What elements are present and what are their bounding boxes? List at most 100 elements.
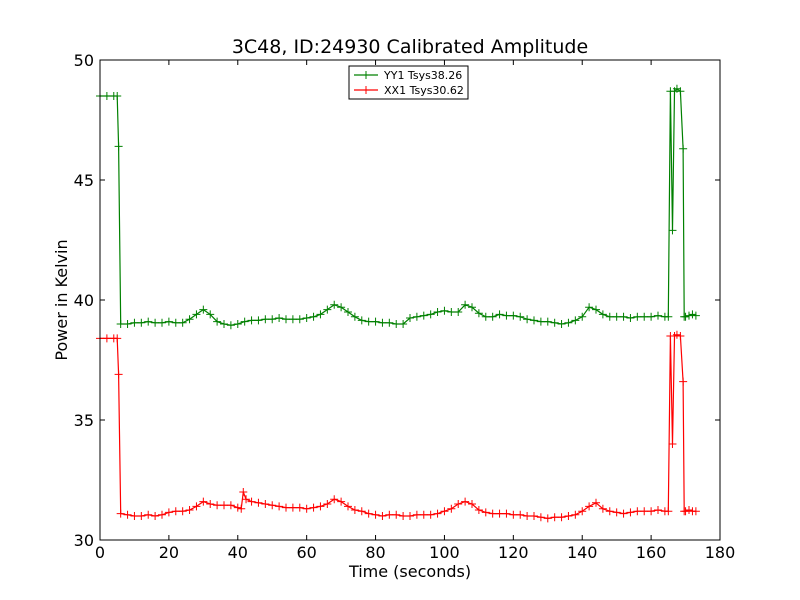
series-1-point-14 [178,507,187,516]
series-0-point-64 [523,315,532,324]
series-0-point-74 [592,305,600,314]
series-1-point-51 [419,510,428,519]
series-0-point-75 [598,310,607,319]
series-1-point-91 [672,330,681,339]
series-0-point-69 [557,320,566,328]
series-1-point-70 [550,513,559,522]
series-1-point-39 [337,497,346,506]
series-0-point-47 [406,314,414,322]
series-0-point-27 [268,315,277,324]
series-0-point-48 [412,312,421,321]
series-1-point-34 [302,504,311,513]
series-0-point-61 [502,311,511,320]
series-0-point-43 [378,318,387,327]
series-1-point-85 [654,506,662,514]
series-1-point-79 [612,508,621,517]
x-tick-label-0: 0 [95,543,105,562]
series-1-point-23 [237,504,246,513]
series-0-point-34 [316,310,325,319]
plot-area: 0 20 40 60 80 100 120 140 160 180 30 35 40 45 50 [74,51,736,562]
series-1-point-38 [330,495,339,504]
series-0-point-35 [323,305,332,314]
series-0-point-49 [419,311,428,320]
series-0-point-18 [206,310,215,319]
legend-entries: YY1 Tsys38.26 XX1 Tsys30.62 [354,69,464,97]
y-tick-label-0: 30 [74,531,94,550]
series-0-point-76 [605,312,614,321]
series-1-point-72 [564,512,573,520]
legend-label-0: YY1 Tsys38.26 [383,69,462,82]
series-1-point-68 [536,513,545,522]
series-0-point-23 [240,317,249,326]
series-0-point-85 [664,312,673,321]
series-1-point-41 [350,506,359,514]
series-1-point-89 [668,440,677,448]
series-1-point-64 [509,510,518,519]
series-1-point-40 [344,502,352,511]
series-1-point-1 [102,334,111,343]
series-0-point-90 [676,87,685,96]
series-1-point-42 [357,507,366,516]
series-0-point-68 [550,318,559,327]
x-axis-title: Time (seconds) [348,562,471,581]
series-0-point-32 [302,314,311,322]
series-0-point-8 [137,318,146,327]
x-tick-label-2: 40 [228,543,248,562]
series-0-point-29 [282,315,290,324]
series-line-1 [100,334,696,520]
series-1-point-5 [116,509,125,518]
series-0-point-56 [468,303,476,312]
series-1-point-27 [254,498,263,507]
series-0-point-93 [681,312,690,321]
series-1-point-9 [144,510,153,519]
series-0-point-1 [102,92,111,100]
series-0-point-59 [488,312,497,321]
x-tick-label-5: 100 [429,543,460,562]
series-0-point-41 [364,317,373,326]
series-1-point-56 [454,500,463,508]
series-0-point-82 [647,312,656,321]
series-1-point-26 [247,497,256,506]
series-1-point-66 [523,512,532,520]
series-0-point-45 [392,320,401,328]
series-1-point-95 [681,507,690,516]
series-1-point-73 [571,510,580,519]
series-0-point-7 [130,318,139,327]
series-1-point-36 [316,502,325,511]
series-0-point-36 [330,300,339,309]
series-0-point-80 [633,312,642,321]
series-0-point-26 [261,315,270,324]
series-0-point-6 [123,320,132,328]
series-1-point-28 [261,500,270,508]
series-0-point-62 [509,311,518,320]
series-0-point-77 [612,312,621,321]
series-1-point-8 [137,512,146,520]
x-tick-label-6: 120 [498,543,529,562]
series-1-point-98 [691,507,700,516]
series-0-point-16 [192,310,201,319]
series-0-point-95 [688,310,697,319]
series-1-point-31 [282,503,290,512]
series-0-point-40 [357,316,366,325]
series-0-point-31 [295,315,304,324]
series-0-point-72 [578,312,587,321]
series-1-point-50 [412,510,421,519]
series-1-point-52 [426,510,435,519]
series-1-point-11 [158,510,166,519]
series-1-point-37 [323,500,332,508]
series-1-point-20 [220,501,228,510]
series-1-point-19 [213,501,222,510]
series-0-point-81 [640,312,649,321]
series-0-point-4 [114,142,123,151]
series-0-point-3 [113,92,122,100]
series-0-point-14 [178,318,187,327]
series-1-point-53 [433,509,442,518]
series-0-point-55 [461,300,470,309]
series-1-point-47 [392,510,401,519]
series-1-point-92 [676,332,685,340]
series-1-point-61 [488,509,497,518]
series-1-point-67 [530,512,538,520]
x-tick-label-9: 180 [705,543,736,562]
series-1-point-7 [130,512,139,520]
series-0-point-91 [679,144,688,153]
